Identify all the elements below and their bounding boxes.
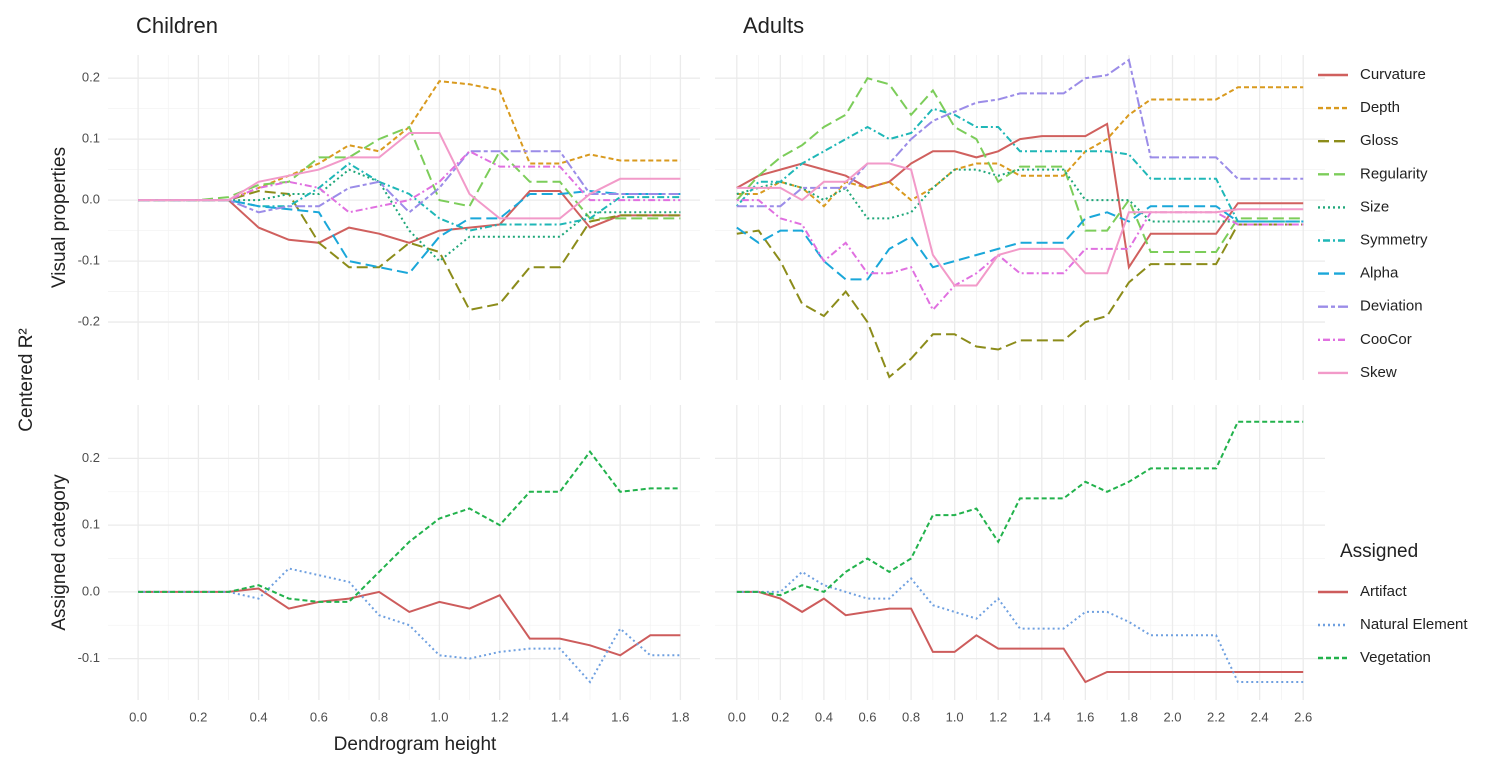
series-line xyxy=(736,570,1304,683)
series-line xyxy=(138,450,681,603)
x-tick-label: 2.4 xyxy=(1251,709,1269,724)
x-tick-label: 0.8 xyxy=(902,709,920,724)
x-tick-label: 0.0 xyxy=(728,709,746,724)
facet-title: Adults xyxy=(743,13,804,38)
x-tick-label: 2.0 xyxy=(1163,709,1181,724)
x-tick-label: 0.2 xyxy=(189,709,207,724)
x-tick-label: 0.2 xyxy=(771,709,789,724)
facet-title: Children xyxy=(136,13,218,38)
x-tick-label: 0.0 xyxy=(129,709,147,724)
x-tick-label: 1.0 xyxy=(946,709,964,724)
x-tick-label: 1.2 xyxy=(491,709,509,724)
series-line xyxy=(736,168,1304,223)
y-tick-label: 0.2 xyxy=(82,450,100,465)
series-line xyxy=(736,420,1304,597)
y-tick-label: -0.1 xyxy=(78,253,100,268)
x-tick-label: 1.8 xyxy=(1120,709,1138,724)
x-tick-label: 0.4 xyxy=(250,709,268,724)
legend-label: Deviation xyxy=(1360,298,1423,315)
x-tick-label: 1.6 xyxy=(1076,709,1094,724)
y-tick-label: 0.1 xyxy=(82,517,100,532)
x-tick-label: 1.4 xyxy=(551,709,569,724)
y-tick-label: -0.2 xyxy=(78,314,100,329)
legend-label: Regularity xyxy=(1360,165,1428,182)
legend-label: Symmetry xyxy=(1360,231,1428,248)
series-line xyxy=(736,162,1304,287)
series-line xyxy=(736,86,1304,208)
x-axis-title: Dendrogram height xyxy=(334,734,497,755)
panel-y-title: Assigned category xyxy=(49,474,70,631)
legend-label: Skew xyxy=(1360,364,1397,381)
y-tick-label: 0.0 xyxy=(82,583,100,598)
series-line xyxy=(736,122,1304,270)
y-tick-label: 0.1 xyxy=(82,131,100,146)
legend-label: Curvature xyxy=(1360,66,1426,83)
x-tick-label: 0.8 xyxy=(370,709,388,724)
x-tick-label: 1.2 xyxy=(989,709,1007,724)
series-line xyxy=(736,77,1304,253)
series-line xyxy=(736,107,1304,223)
x-tick-label: 0.6 xyxy=(310,709,328,724)
series-line xyxy=(736,205,1304,281)
y-tick-label: -0.1 xyxy=(78,650,100,665)
x-tick-label: 1.0 xyxy=(430,709,448,724)
legend-label: Gloss xyxy=(1360,132,1398,149)
y-tick-label: 0.0 xyxy=(82,192,100,207)
x-tick-label: 0.6 xyxy=(858,709,876,724)
legend-label: Vegetation xyxy=(1360,649,1431,666)
panel-y-title: Visual properties xyxy=(49,147,70,288)
x-tick-label: 0.4 xyxy=(815,709,833,724)
series-line xyxy=(736,58,1304,208)
legend-label: Natural Element xyxy=(1360,616,1468,633)
x-tick-label: 1.8 xyxy=(671,709,689,724)
legend-label: Artifact xyxy=(1360,583,1408,600)
y-tick-label: 0.2 xyxy=(82,70,100,85)
series-line xyxy=(138,132,681,220)
y-axis-title: Centered R² xyxy=(16,328,37,432)
legend-label: Depth xyxy=(1360,99,1400,116)
legend-label: Size xyxy=(1360,198,1389,215)
x-tick-label: 1.6 xyxy=(611,709,629,724)
legend-label: Alpha xyxy=(1360,265,1399,282)
x-tick-label: 1.4 xyxy=(1033,709,1051,724)
legend-label: CooCor xyxy=(1360,331,1412,348)
legend-title: Assigned xyxy=(1340,541,1418,562)
series-line xyxy=(736,590,1304,684)
x-tick-label: 2.6 xyxy=(1294,709,1312,724)
x-tick-label: 2.2 xyxy=(1207,709,1225,724)
